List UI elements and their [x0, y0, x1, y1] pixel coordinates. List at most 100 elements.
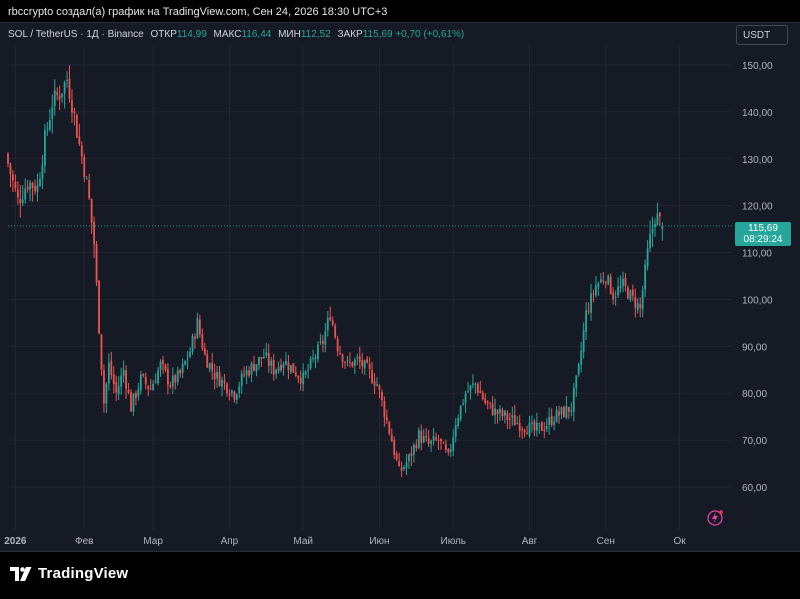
candle-body	[78, 136, 81, 144]
candle-body	[430, 440, 433, 444]
candle-body	[518, 422, 521, 431]
candle-body	[265, 352, 268, 356]
candle-body	[654, 223, 656, 228]
candle-body	[661, 225, 664, 230]
candle-body	[457, 418, 460, 427]
candle-body	[258, 357, 260, 365]
candle-body	[61, 93, 64, 98]
candle-body	[26, 186, 29, 190]
candle-body	[536, 422, 538, 431]
candle-body	[408, 454, 410, 462]
candle-body	[83, 157, 86, 178]
candle-body	[607, 275, 610, 284]
candle-body	[326, 318, 329, 331]
candle-body	[208, 363, 211, 370]
candle-body	[213, 372, 216, 380]
candle-body	[368, 363, 371, 370]
candle-body	[624, 277, 627, 287]
candle-body	[290, 365, 292, 373]
candle-body	[479, 391, 482, 394]
candle-body	[186, 358, 189, 360]
candle-body	[304, 371, 307, 375]
candle-body	[644, 264, 647, 290]
candle-body	[162, 360, 164, 365]
candle-body	[243, 374, 246, 376]
tradingview-logo[interactable]: TradingView	[10, 565, 128, 582]
candle-body	[353, 359, 356, 366]
close-label: ЗАКР	[337, 29, 363, 40]
candle-body	[501, 409, 504, 417]
notification-dot-icon	[719, 510, 723, 514]
candle-body	[499, 408, 501, 413]
candle-body	[334, 325, 337, 338]
candle-body	[95, 243, 98, 283]
candle-body	[112, 374, 115, 384]
candle-body	[228, 394, 231, 396]
candle-body	[582, 330, 585, 352]
candle-body	[469, 385, 472, 391]
candle-body	[444, 444, 447, 450]
candle-body	[476, 384, 479, 393]
candle-body	[73, 111, 76, 114]
change-value: +0,70 (+0,61%)	[395, 29, 465, 40]
candle-body	[324, 331, 327, 345]
candle-body	[137, 388, 140, 397]
candle-body	[400, 467, 403, 471]
candle-body	[526, 432, 528, 435]
currency-button[interactable]: USDT	[736, 25, 788, 45]
candle-body	[405, 462, 408, 468]
candle-body	[516, 423, 519, 425]
candle-body	[595, 285, 597, 296]
low-value: 112,52	[300, 29, 331, 40]
candle-body	[314, 357, 317, 359]
candle-body	[449, 449, 452, 452]
candle-body	[422, 436, 425, 443]
candle-body	[597, 283, 600, 288]
candle-body	[523, 430, 526, 433]
candle-body	[376, 384, 378, 386]
candle-body	[24, 188, 27, 200]
candle-body	[454, 425, 457, 437]
candle-body	[135, 393, 137, 398]
candle-body	[152, 384, 155, 391]
candle-body	[36, 184, 39, 192]
lightning-icon	[707, 510, 723, 526]
candle-body	[139, 374, 142, 391]
candle-body	[21, 199, 24, 204]
y-tick-label: 100,00	[742, 295, 773, 306]
candle-body	[223, 380, 226, 383]
candle-body	[164, 364, 167, 371]
candle-body	[167, 369, 169, 385]
candle-body	[467, 391, 469, 393]
candle-body	[85, 178, 88, 180]
candle-body	[302, 372, 305, 385]
candle-body	[484, 398, 487, 403]
candle-body	[292, 363, 295, 373]
candle-body	[553, 421, 556, 425]
x-tick-label: Сен	[597, 536, 615, 547]
x-tick-label: Май	[293, 536, 313, 547]
candle-body	[555, 409, 558, 422]
candle-body	[80, 145, 83, 157]
candle-body	[538, 423, 541, 425]
candle-body	[366, 358, 369, 363]
author-line: rbccrypto создал(а) график на TradingVie…	[8, 6, 388, 18]
candle-body	[127, 390, 130, 393]
candle-body	[34, 186, 36, 192]
candle-body	[53, 90, 56, 106]
candle-body	[464, 393, 467, 403]
candle-body	[238, 386, 241, 393]
candle-body	[351, 362, 354, 367]
symbol-name[interactable]: SOL / TetherUS · 1Д · Binance	[8, 29, 144, 40]
candle-body	[631, 289, 634, 296]
candle-body	[181, 363, 184, 373]
candle-body	[282, 364, 285, 369]
candle-body	[240, 373, 243, 386]
candle-body	[287, 362, 290, 371]
candle-body	[494, 408, 496, 415]
candle-body	[344, 361, 346, 363]
candle-body	[504, 411, 506, 416]
candle-body	[307, 369, 310, 371]
candle-body	[201, 334, 204, 349]
